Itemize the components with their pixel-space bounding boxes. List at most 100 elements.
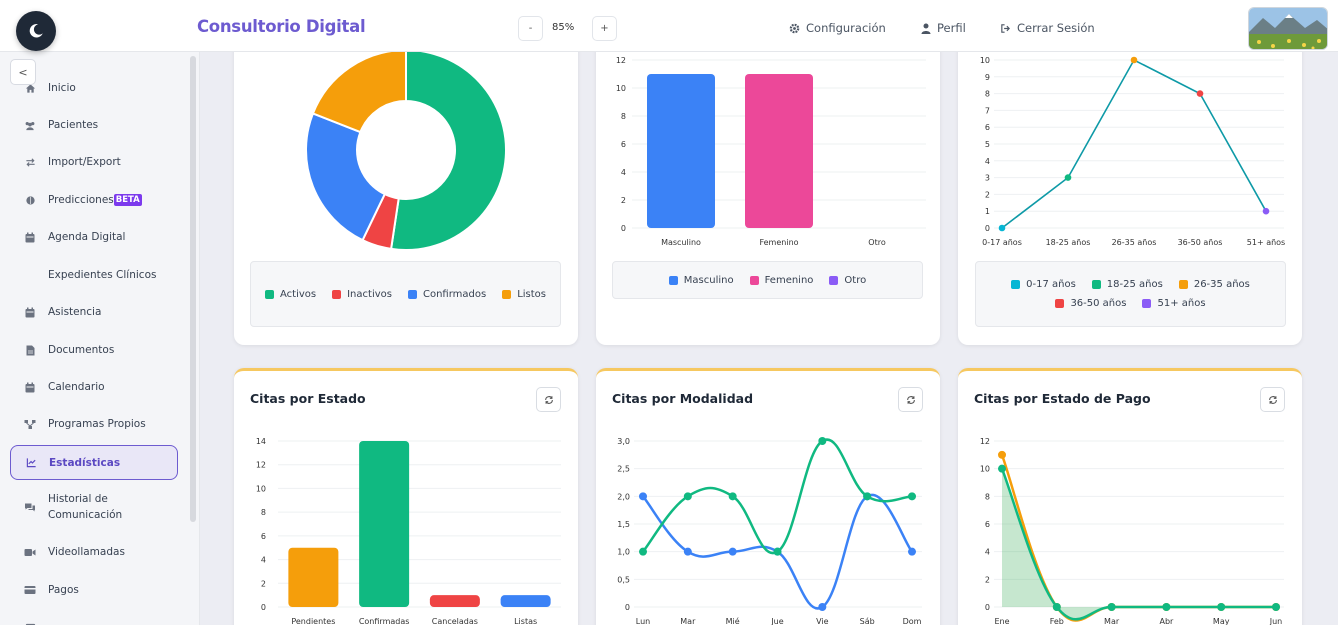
legend-item[interactable]: Otro [829,275,866,286]
data-point [1196,90,1204,97]
y-tick-label: 3,0 [617,437,630,446]
y-tick-label: 4 [621,168,626,177]
x-tick-label: Sáb [860,617,875,625]
y-tick-label: 2,5 [617,465,630,474]
sidebar-item-label: Documentos [48,344,115,356]
sidebar-item-estadisticas[interactable]: Estadísticas [10,445,178,480]
sidebar-item-label: Historial de Comunicación [48,493,123,521]
profile-link[interactable]: Perfil [921,21,966,35]
y-tick-label: 0 [621,224,626,233]
legend-item[interactable]: Confirmados [407,289,486,300]
legend-swatch [1055,299,1065,308]
legend-item[interactable]: Listos [502,289,546,300]
x-tick-label: Masculino [661,238,701,247]
brain-icon [24,194,36,206]
chart-legend: Masculino Femenino Otro [612,261,923,299]
donut-slice [305,112,387,242]
legend-label: 18-25 años [1106,279,1163,290]
legend-item[interactable]: 36-50 años [1055,298,1126,309]
sidebar-item-documentos[interactable]: Documentos [10,334,178,366]
x-tick-label: Lun [636,617,650,625]
card-citas-estado: Citas por Estado 0 2 4 6 8 10 12 14 Pendientes Co… [234,368,578,625]
avatar[interactable] [1248,7,1328,50]
sidebar-item-asistencia[interactable]: Asistencia [10,296,178,328]
x-tick-label: Abr [1159,617,1174,625]
sidebar-item-inicio[interactable]: Inicio [10,72,178,104]
x-tick-label: Otro [868,238,886,247]
legend-label: Listos [517,288,546,300]
legend-item[interactable]: 26-35 años [1178,279,1250,290]
data-point [908,492,916,501]
dark-mode-toggle[interactable] [16,11,56,51]
y-tick-label: 2 [985,575,990,584]
legend-swatch [332,289,342,299]
legend-item[interactable]: Inactivos [332,289,392,300]
legend-item[interactable]: 18-25 años [1091,279,1163,290]
sidebar-item-label: Agenda Digital [48,231,126,243]
refresh-icon [906,395,915,404]
data-point [1064,174,1072,181]
legend-swatch [749,275,759,285]
sidebar-item-pagos[interactable]: Pagos [10,574,178,606]
data-point [818,603,827,611]
x-tick-label: Femenino [759,238,798,247]
legend-swatch [668,275,678,285]
legend-swatch [1142,299,1152,308]
sidebar-scrollbar[interactable] [190,56,196,522]
donut-slice [311,48,407,134]
legend-item[interactable]: 51+ años [1142,298,1206,309]
file-icon [24,344,36,356]
bar [745,74,813,228]
sidebar-item-calendario[interactable]: Calendario [10,371,178,403]
bar [500,595,551,607]
logout-label: Cerrar Sesión [1017,21,1095,35]
x-tick-label: Dom [903,617,922,625]
legend-item[interactable]: Activos [265,289,316,300]
sidebar-item-more[interactable] [10,611,178,625]
x-tick-label: Vie [816,617,829,625]
legend-label: 36-50 años [1070,298,1127,309]
donut-chart [305,48,507,251]
sidebar-item-programas-propios[interactable]: Programas Propios [10,408,178,440]
sidebar-item-label: Estadísticas [49,456,121,469]
legend-item[interactable]: 0-17 años [1011,279,1076,290]
sidebar-item-pacientes[interactable]: Pacientes [10,109,178,141]
zoom-out-button[interactable]: - [518,16,543,41]
refresh-button[interactable] [1260,387,1285,412]
logout-link[interactable]: Cerrar Sesión [1000,21,1095,35]
sidebar-item-expedientes-clinicos[interactable]: Expedientes Clínicos [10,259,178,291]
data-point [1107,603,1116,611]
sidebar-item-videollamadas[interactable]: Videollamadas [10,536,178,568]
y-tick-label: 10 [256,484,266,493]
credit-card-icon [24,584,36,596]
legend-swatch [1091,280,1101,289]
data-point [1262,207,1270,215]
legend-item[interactable]: Masculino [668,275,734,286]
sidebar-item-historial-comunicacion[interactable]: Historial de Comunicación [10,487,178,527]
chart-legend: Activos Inactivos Confirmados Listos [250,261,561,327]
data-point [998,450,1006,459]
data-point [1217,603,1226,611]
y-tick-label: 6 [985,520,990,529]
sidebar-item-agenda-digital[interactable]: Agenda Digital [10,221,178,253]
chart-legend: 0-17 años 18-25 años 26-35 años 36-50 años 5… [975,261,1286,327]
data-point [818,437,827,445]
sidebar-item-label: Inicio [48,82,76,94]
sidebar-item-import-export[interactable]: Import/Export [10,146,178,178]
legend-item[interactable]: Femenino [749,275,813,286]
sidebar-item-label: Asistencia [48,306,102,318]
refresh-button[interactable] [898,387,923,412]
zoom-in-button[interactable]: + [592,16,617,41]
sidebar-item-predicciones[interactable]: Predicciones BETA [10,184,178,216]
sidebar-collapse-button[interactable]: < [10,59,36,85]
refresh-icon [1268,395,1277,404]
user-icon [921,23,931,34]
data-point [639,547,647,556]
x-tick-label: Ene [994,617,1009,625]
legend-label: 26-35 años [1193,279,1250,290]
config-link[interactable]: Configuración [789,21,886,35]
y-tick-label: 14 [256,437,266,446]
app-title: Consultorio Digital [197,17,366,36]
refresh-button[interactable] [536,387,561,412]
sidebar-item-label: Import/Export [48,156,121,168]
